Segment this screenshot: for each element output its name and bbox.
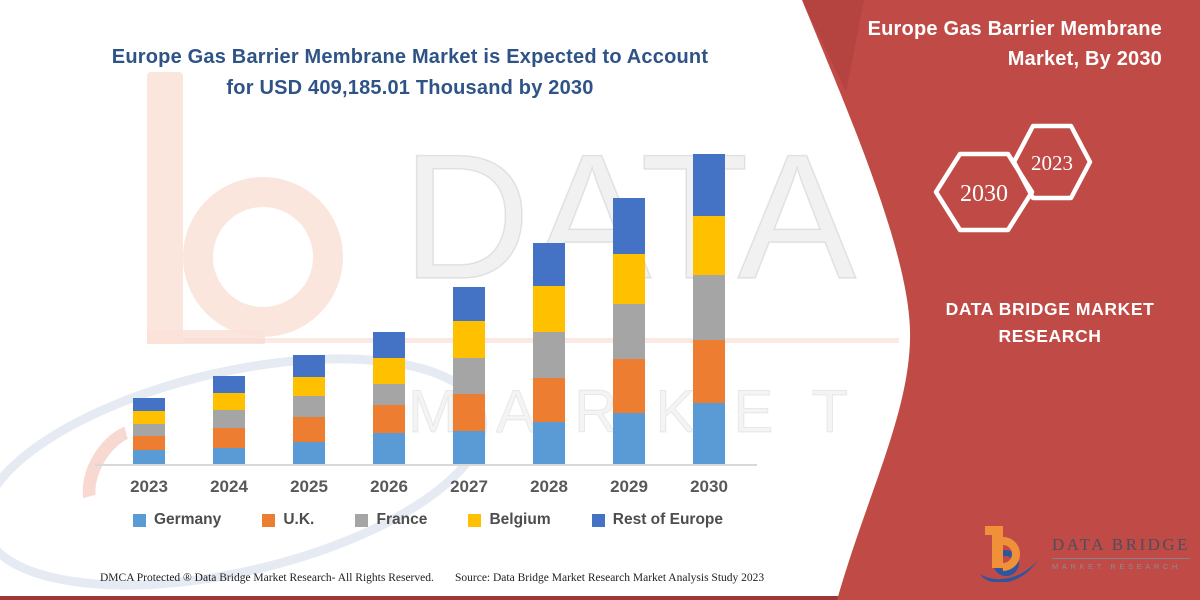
company-logo: DATA BRIDGE MARKET RESEARCH bbox=[980, 524, 1191, 582]
bar-segment-u-k--2028 bbox=[533, 377, 565, 422]
bar-segment-france-2027 bbox=[453, 357, 485, 394]
legend-item-germany: Germany bbox=[133, 511, 221, 529]
bar-segment-germany-2027 bbox=[453, 431, 485, 465]
chart-title-line1: Europe Gas Barrier Membrane Market is Ex… bbox=[111, 46, 709, 68]
bottom-red-strip bbox=[0, 596, 1200, 600]
legend-swatch-icon bbox=[468, 513, 482, 527]
panel-brand-name: DATA BRIDGE MARKET RESEARCH bbox=[915, 296, 1185, 350]
bar-segment-u-k--2023 bbox=[133, 436, 165, 451]
source-note: Source: Data Bridge Market Research Mark… bbox=[455, 572, 765, 584]
bar-segment-u-k--2029 bbox=[613, 359, 645, 413]
bar-segment-u-k--2024 bbox=[213, 427, 245, 448]
bar-segment-france-2028 bbox=[533, 331, 565, 378]
x-axis-line bbox=[95, 464, 757, 466]
bar-segment-rest-of-europe-2027 bbox=[453, 286, 485, 321]
bar-segment-rest-of-europe-2028 bbox=[533, 242, 565, 286]
bar-segment-germany-2025 bbox=[293, 441, 325, 465]
bar-segment-belgium-2028 bbox=[533, 286, 565, 332]
bar-segment-germany-2023 bbox=[133, 450, 165, 465]
x-axis-label-2028: 2028 bbox=[530, 477, 568, 496]
bar-segment-belgium-2029 bbox=[613, 254, 645, 304]
bar-segment-france-2029 bbox=[613, 304, 645, 360]
bar-segment-belgium-2025 bbox=[293, 376, 325, 396]
legend-swatch-icon bbox=[355, 513, 369, 527]
chart-legend: Germany U.K. France Belgium Rest of Europe bbox=[133, 511, 723, 529]
legend-label: Belgium bbox=[489, 511, 551, 528]
bar-segment-rest-of-europe-2024 bbox=[213, 375, 245, 393]
legend-label: Germany bbox=[154, 511, 222, 528]
legend-label: France bbox=[376, 511, 428, 528]
x-axis-label-2030: 2030 bbox=[690, 477, 728, 496]
bar-segment-germany-2030 bbox=[693, 402, 725, 465]
legend-swatch-icon bbox=[591, 513, 605, 527]
legend-label: U.K. bbox=[283, 511, 315, 528]
legend-item-france: France bbox=[355, 511, 427, 529]
bar-segment-belgium-2026 bbox=[373, 358, 405, 385]
bar-segment-france-2030 bbox=[693, 274, 725, 340]
x-axis-label-2024: 2024 bbox=[210, 477, 248, 496]
hexagon-2030-label: 2030 bbox=[960, 181, 1008, 207]
bar-segment-rest-of-europe-2023 bbox=[133, 398, 165, 412]
legend-swatch-icon bbox=[133, 513, 146, 527]
bar-segment-u-k--2030 bbox=[693, 339, 725, 403]
bar-segment-u-k--2027 bbox=[453, 394, 485, 431]
legend-item-belgium: Belgium bbox=[468, 511, 551, 529]
bar-segment-rest-of-europe-2025 bbox=[293, 355, 325, 377]
bar-segment-u-k--2025 bbox=[293, 416, 325, 442]
panel-title-line1: Europe Gas Barrier Membrane bbox=[867, 18, 1162, 40]
panel-brand-line2: RESEARCH bbox=[998, 326, 1102, 346]
dmca-notice: DMCA Protected ® Data Bridge Market Rese… bbox=[100, 572, 434, 584]
bar-segment-germany-2026 bbox=[373, 433, 405, 465]
bar-segment-france-2023 bbox=[133, 424, 165, 437]
logo-name: DATA BRIDGE bbox=[1052, 535, 1191, 559]
bar-segment-belgium-2030 bbox=[693, 216, 725, 275]
bar-segment-france-2025 bbox=[293, 395, 325, 417]
bar-segment-germany-2029 bbox=[613, 413, 645, 465]
legend-item-u-k-: U.K. bbox=[262, 511, 314, 529]
panel-title-line2: Market, By 2030 bbox=[1007, 48, 1162, 70]
legend-item-rest-of-europe: Rest of Europe bbox=[591, 511, 723, 529]
legend-label: Rest of Europe bbox=[612, 511, 723, 528]
bar-segment-germany-2028 bbox=[533, 421, 565, 465]
bar-segment-belgium-2023 bbox=[133, 411, 165, 425]
bar-segment-france-2026 bbox=[373, 384, 405, 406]
bar-segment-rest-of-europe-2030 bbox=[693, 154, 725, 216]
x-axis-label-2029: 2029 bbox=[610, 477, 648, 496]
data-bridge-logo-icon bbox=[980, 526, 1038, 582]
logo-text: DATA BRIDGE MARKET RESEARCH bbox=[1052, 535, 1191, 571]
x-axis-label-2026: 2026 bbox=[370, 477, 408, 496]
watermark-logo-b-stem bbox=[147, 72, 183, 344]
logo-subtitle: MARKET RESEARCH bbox=[1052, 562, 1181, 571]
legend-swatch-icon bbox=[262, 513, 276, 527]
x-axis-label-2027: 2027 bbox=[450, 477, 488, 496]
hexagon-2023-icon bbox=[1011, 123, 1093, 201]
x-axis-label-2025: 2025 bbox=[290, 477, 328, 496]
panel-title: Europe Gas Barrier Membrane Market, By 2… bbox=[792, 14, 1162, 74]
bar-segment-france-2024 bbox=[213, 409, 245, 428]
bar-segment-u-k--2026 bbox=[373, 405, 405, 433]
year-hexagons: 2030 2023 bbox=[933, 123, 1093, 233]
chart-title-line2: for USD 409,185.01 Thousand by 2030 bbox=[226, 77, 594, 99]
x-axis-label-2023: 2023 bbox=[130, 477, 168, 496]
bar-segment-rest-of-europe-2026 bbox=[373, 332, 405, 359]
bar-segment-belgium-2027 bbox=[453, 320, 485, 358]
bar-segment-rest-of-europe-2029 bbox=[613, 197, 645, 254]
chart-title: Europe Gas Barrier Membrane Market is Ex… bbox=[60, 42, 760, 104]
bar-segment-germany-2024 bbox=[213, 447, 245, 465]
panel-brand-line1: DATA BRIDGE MARKET bbox=[945, 299, 1155, 319]
hexagon-2023-label: 2023 bbox=[1031, 151, 1073, 175]
bar-segment-belgium-2024 bbox=[213, 392, 245, 410]
